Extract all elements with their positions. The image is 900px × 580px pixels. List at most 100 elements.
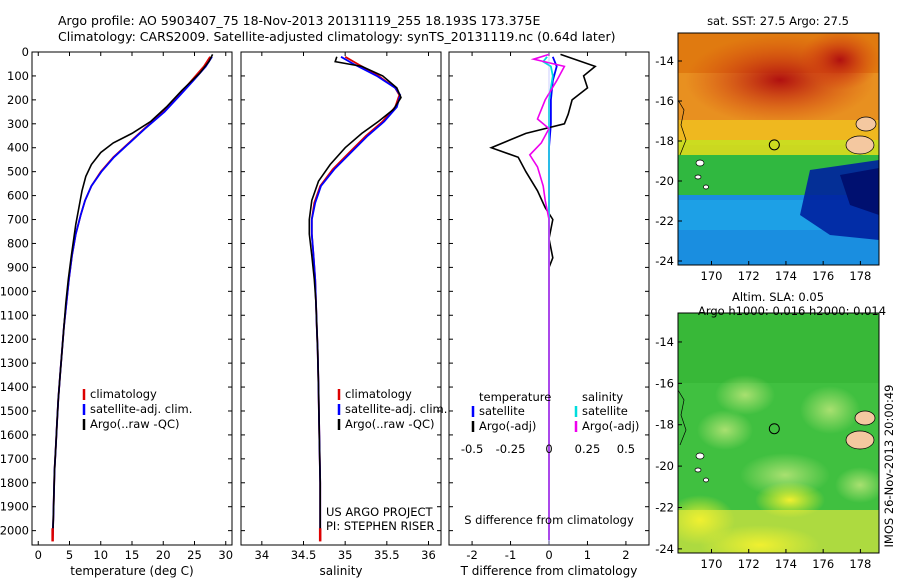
series-line xyxy=(310,56,401,541)
legend-label: satellite-adj. clim. xyxy=(90,402,192,416)
sla-map-subtitle: Argo h1000: 0.016 h2000: 0.014 xyxy=(698,304,886,318)
x-tick-label: 10 xyxy=(93,548,108,562)
map-y-tick-label: -22 xyxy=(655,500,674,514)
sla-map-image xyxy=(678,313,879,553)
imos-timestamp-label: IMOS 26-Nov-2013 20:00:49 xyxy=(882,385,896,548)
y-tick-label: 1800 xyxy=(0,476,29,490)
map-x-tick-label: 174 xyxy=(775,269,797,283)
sst-map-frame xyxy=(677,32,880,266)
map-y-tick-label: -24 xyxy=(655,254,674,268)
legend-label: satellite xyxy=(479,404,525,418)
salinity-profile-frame xyxy=(240,51,442,546)
x-tick-label: 0 xyxy=(545,548,552,562)
y-tick-label: 1600 xyxy=(0,428,29,442)
map-x-tick-label: 174 xyxy=(775,557,797,571)
y-tick-label: 1000 xyxy=(0,284,29,298)
legend-label: satellite-adj. clim. xyxy=(345,402,447,416)
x-tick-label: 36 xyxy=(421,548,436,562)
legend-label: satellite xyxy=(582,404,628,418)
map-x-tick-label: 178 xyxy=(849,557,871,571)
map-y-tick-label: -14 xyxy=(655,335,674,349)
series-line xyxy=(548,56,558,541)
legend-label: Argo(-adj) xyxy=(582,419,639,433)
y-tick-label: 500 xyxy=(7,165,29,179)
legend-title-salinity: salinity xyxy=(582,390,623,404)
map-x-tick-label: 170 xyxy=(701,269,723,283)
sst-map-image xyxy=(678,33,879,265)
map-x-tick-label: 170 xyxy=(701,557,723,571)
x-axis-label: T difference from climatology xyxy=(460,564,638,578)
project-annotation: US ARGO PROJECT xyxy=(326,505,434,519)
series-line xyxy=(489,53,597,541)
y-tick-label: 700 xyxy=(7,213,29,227)
x-tick-label: -1 xyxy=(505,548,516,562)
map-x-tick-label: 178 xyxy=(849,269,871,283)
project-annotation: PI: STEPHEN RISER xyxy=(326,519,435,533)
y-tick-label: 0 xyxy=(22,45,29,59)
legend-label: Argo(-adj) xyxy=(479,419,536,433)
s-tick-label: 0.25 xyxy=(575,442,601,456)
map-y-tick-label: -16 xyxy=(655,94,674,108)
x-tick-label: 35.5 xyxy=(374,548,400,562)
y-tick-label: 300 xyxy=(7,117,29,131)
header-line-2: Climatology: CARS2009. Satellite-adjuste… xyxy=(58,29,616,44)
series-line xyxy=(51,56,213,541)
series-line xyxy=(51,56,211,541)
s-tick-label: 0 xyxy=(545,442,552,456)
y-tick-label: 800 xyxy=(7,236,29,250)
x-tick-label: 0 xyxy=(35,548,42,562)
map-y-tick-label: -24 xyxy=(655,542,674,556)
y-tick-label: 1900 xyxy=(0,500,29,514)
series-line xyxy=(51,54,214,541)
x-tick-label: 1 xyxy=(584,548,591,562)
y-tick-label: 1400 xyxy=(0,380,29,394)
x-axis-label: salinity xyxy=(319,564,362,578)
temperature-profile-frame xyxy=(31,51,233,546)
x-tick-label: 25 xyxy=(187,548,202,562)
map-y-tick-label: -20 xyxy=(655,459,674,473)
y-tick-label: 200 xyxy=(7,93,29,107)
x-tick-label: 34.5 xyxy=(291,548,317,562)
header-line-1: Argo profile: AO 5903407_75 18-Nov-2013 … xyxy=(58,13,541,28)
argo-position-marker xyxy=(768,423,780,435)
legend-label: Argo(..raw -QC) xyxy=(345,417,435,431)
x-tick-label: 35 xyxy=(338,548,353,562)
map-y-tick-label: -14 xyxy=(655,54,674,68)
y-tick-label: 1200 xyxy=(0,332,29,346)
argo-position-marker xyxy=(768,139,780,151)
y-tick-label: 600 xyxy=(7,189,29,203)
x-tick-label: 2 xyxy=(622,548,629,562)
x-tick-label: 20 xyxy=(156,548,171,562)
map-y-tick-label: -18 xyxy=(655,418,674,432)
y-tick-label: 900 xyxy=(7,260,29,274)
legend-label: climatology xyxy=(90,387,157,401)
s-tick-label: -0.5 xyxy=(461,442,483,456)
map-x-tick-label: 176 xyxy=(812,557,834,571)
x-tick-label: 15 xyxy=(125,548,140,562)
x-tick-label: 30 xyxy=(218,548,233,562)
sst-map-title: sat. SST: 27.5 Argo: 27.5 xyxy=(707,14,849,28)
series-line xyxy=(528,53,566,541)
sst-map-axes: 170 172 174 176 178 -14 -16 -18 -20 -22 -24 xyxy=(655,54,871,283)
map-x-tick-label: 172 xyxy=(738,557,760,571)
s-axis-label: S difference from climatology xyxy=(464,513,634,527)
y-tick-label: 1100 xyxy=(0,308,29,322)
s-tick-label: -0.25 xyxy=(496,442,526,456)
x-tick-label: 5 xyxy=(66,548,73,562)
sla-map-frame xyxy=(677,312,880,554)
y-tick-label: 2000 xyxy=(0,524,29,538)
map-y-tick-label: -22 xyxy=(655,214,674,228)
x-tick-label: 34 xyxy=(255,548,270,562)
x-axis-label: temperature (deg C) xyxy=(70,564,193,578)
legend-title-temperature: temperature xyxy=(479,390,551,404)
map-x-tick-label: 172 xyxy=(738,269,760,283)
s-tick-label: 0.5 xyxy=(617,442,635,456)
y-tick-label: 400 xyxy=(7,141,29,155)
legend-label: climatology xyxy=(345,387,412,401)
map-y-tick-label: -18 xyxy=(655,134,674,148)
y-tick-label: 1700 xyxy=(0,452,29,466)
y-tick-label: 1500 xyxy=(0,404,29,418)
map-x-tick-label: 176 xyxy=(812,269,834,283)
